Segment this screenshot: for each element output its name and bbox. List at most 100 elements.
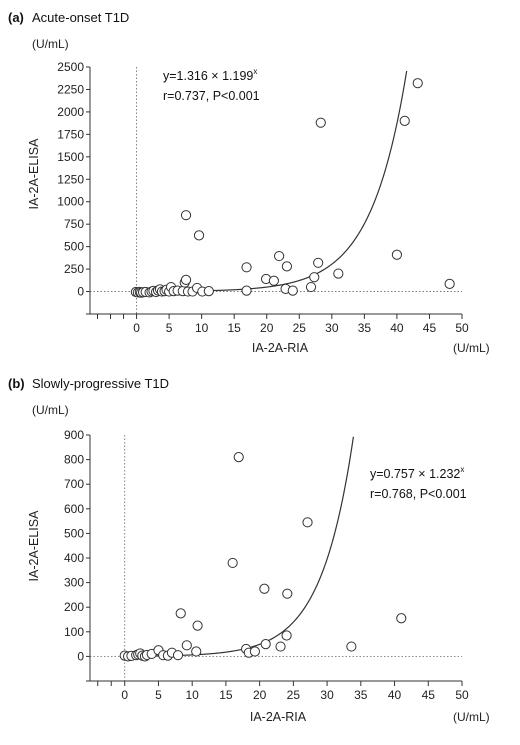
- panel-b-data-point: [172, 650, 184, 661]
- panel-b-data-point: [181, 640, 192, 651]
- panel-b-y-tick-label: 400: [64, 551, 84, 565]
- panel-a-data-point: [287, 285, 298, 296]
- panel-a-y-tick-label: 2000: [57, 105, 84, 119]
- panel-b-y-unit: (U/mL): [32, 403, 69, 417]
- panel-a-data-point: [333, 268, 344, 279]
- panel-b-y-tick-label: 100: [64, 625, 84, 639]
- panel-a-x-tick-label: 5: [166, 321, 173, 335]
- panel-b-y-tick-label: 300: [64, 576, 84, 590]
- panel-a-x-tick-label: 50: [455, 321, 469, 335]
- panel-a-x-tick-label: 10: [195, 321, 209, 335]
- panel-b-data-point: [175, 608, 186, 619]
- panel-b-data-point: [282, 588, 293, 599]
- panel-a-data-point: [444, 278, 455, 290]
- panel-a-y-axis-title: IA-2A-ELISA: [27, 138, 41, 210]
- panel-a-y-tick-label: 500: [64, 240, 84, 254]
- panel-b-x-tick-label: 40: [388, 688, 402, 702]
- panel-a-y-tick-label: 2250: [57, 82, 84, 96]
- panel-a-x-tick-label: 45: [423, 321, 437, 335]
- panel-b-stats: r=0.768, P<0.001: [370, 487, 467, 501]
- panel-a-data-point: [309, 272, 320, 283]
- panel-a-y-tick-label: 0: [77, 285, 84, 299]
- panel-a-x-tick-label: 25: [293, 321, 307, 335]
- panel-a-fit-curve: [136, 70, 408, 293]
- panel-a: (a) Acute-onset T1D (U/mL) (U/mL) IA-2A-…: [8, 10, 490, 355]
- panel-a-data-point: [313, 257, 324, 268]
- panel-a-data-point: [268, 275, 279, 286]
- panel-b-equation: y=0.757 × 1.232x: [370, 465, 464, 481]
- panel-b-x-unit: (U/mL): [453, 710, 490, 724]
- panel-a-y-tick-label: 1750: [57, 127, 84, 141]
- panel-b-x-tick-label: 50: [455, 688, 469, 702]
- panel-b-title: Slowly-progressive T1D: [32, 376, 169, 391]
- panel-b-data-point: [249, 646, 261, 657]
- panel-b-letter: (b): [8, 376, 25, 391]
- panel-a-x-tick-label: 20: [260, 321, 274, 335]
- panel-b-data-point: [191, 646, 202, 657]
- panel-a-data-point: [241, 262, 252, 273]
- panel-b-data-point: [192, 620, 203, 631]
- panel-a-x-tick-label: 40: [390, 321, 404, 335]
- panel-b-data-point: [227, 557, 238, 569]
- panel-b-plot-area: 0 100 200 300 400 500 600 700 800 900 0 5 10 15 20 25 30…: [64, 428, 469, 702]
- panel-a-data-point: [274, 250, 285, 262]
- panel-a-y-tick-label: 1000: [57, 195, 84, 209]
- panel-a-x-tick-label: 35: [358, 321, 372, 335]
- panel-a-x-tick-label: 30: [325, 321, 339, 335]
- panel-a-data-point: [180, 274, 192, 285]
- panel-b-y-tick-label: 200: [64, 600, 84, 614]
- panel-b-data-point: [396, 613, 407, 624]
- panel-b-y-tick-label: 600: [64, 502, 84, 516]
- panel-a-y-unit: (U/mL): [32, 37, 69, 51]
- panel-b-x-tick-label: 25: [287, 688, 301, 702]
- panel-a-y-tick-label: 750: [64, 217, 84, 231]
- panel-a-data-point: [203, 285, 214, 297]
- panel-b-fit-curve: [124, 436, 354, 657]
- panel-a-data-point: [281, 261, 293, 272]
- panel-b-y-tick-label: 800: [64, 453, 84, 467]
- panel-b-y-tick-label: 500: [64, 526, 84, 540]
- panel-a-x-unit: (U/mL): [453, 341, 490, 355]
- panel-a-letter: (a): [8, 10, 24, 25]
- panel-b-data-point: [233, 452, 244, 463]
- panel-a-data-point: [180, 210, 192, 221]
- panel-a-title: Acute-onset T1D: [32, 10, 129, 25]
- panel-a-x-axis-title: IA-2A-RIA: [252, 341, 309, 355]
- panel-b-x-tick-label: 15: [219, 688, 233, 702]
- panel-b-x-tick-label: 0: [121, 688, 128, 702]
- panel-b-x-tick-label: 10: [186, 688, 200, 702]
- panel-b-y-axis-title: IA-2A-ELISA: [27, 510, 41, 582]
- panel-a-data-point: [391, 249, 403, 260]
- panel-b-data-point: [346, 641, 357, 652]
- panel-a-equation: y=1.316 × 1.199x: [163, 67, 257, 83]
- panel-b-data-point: [281, 630, 292, 641]
- panel-a-data-point: [412, 78, 423, 89]
- panel-b-x-tick-label: 20: [253, 688, 267, 702]
- panel-b-data-point: [259, 583, 270, 594]
- panel-a-stats: r=0.737, P<0.001: [163, 89, 260, 103]
- panel-a-y-tick-label: 250: [64, 262, 84, 276]
- panel-a-data-point: [241, 285, 252, 296]
- panel-b-data-point: [260, 639, 271, 650]
- panel-a-y-tick-label: 1500: [57, 150, 84, 164]
- panel-b-y-tick-label: 700: [64, 477, 84, 491]
- panel-b-x-tick-label: 45: [422, 688, 436, 702]
- panel-a-data-point: [193, 230, 205, 241]
- panel-a-y-tick-label: 2500: [57, 60, 84, 74]
- panel-b-x-tick-label: 30: [320, 688, 334, 702]
- panel-b-x-axis-title: IA-2A-RIA: [250, 710, 307, 724]
- panel-a-plot-area: 0 250 500 750 1000 1250 1500 1750 2000 2250 2500 0 5…: [57, 60, 469, 335]
- panel-b-x-tick-label: 35: [354, 688, 368, 702]
- panel-a-data-point: [305, 281, 317, 293]
- panel-b-data-point: [302, 517, 313, 528]
- panel-a-x-tick-label: 15: [228, 321, 242, 335]
- panel-b: (b) Slowly-progressive T1D (U/mL) (U/mL)…: [8, 376, 490, 724]
- panel-a-data-point: [315, 117, 326, 128]
- panel-b-x-tick-label: 5: [155, 688, 162, 702]
- panel-a-x-tick-label: 0: [133, 321, 140, 335]
- panel-a-y-tick-label: 1250: [57, 172, 84, 186]
- panel-b-y-tick-label: 900: [64, 428, 84, 442]
- panel-b-y-tick-label: 0: [77, 649, 84, 663]
